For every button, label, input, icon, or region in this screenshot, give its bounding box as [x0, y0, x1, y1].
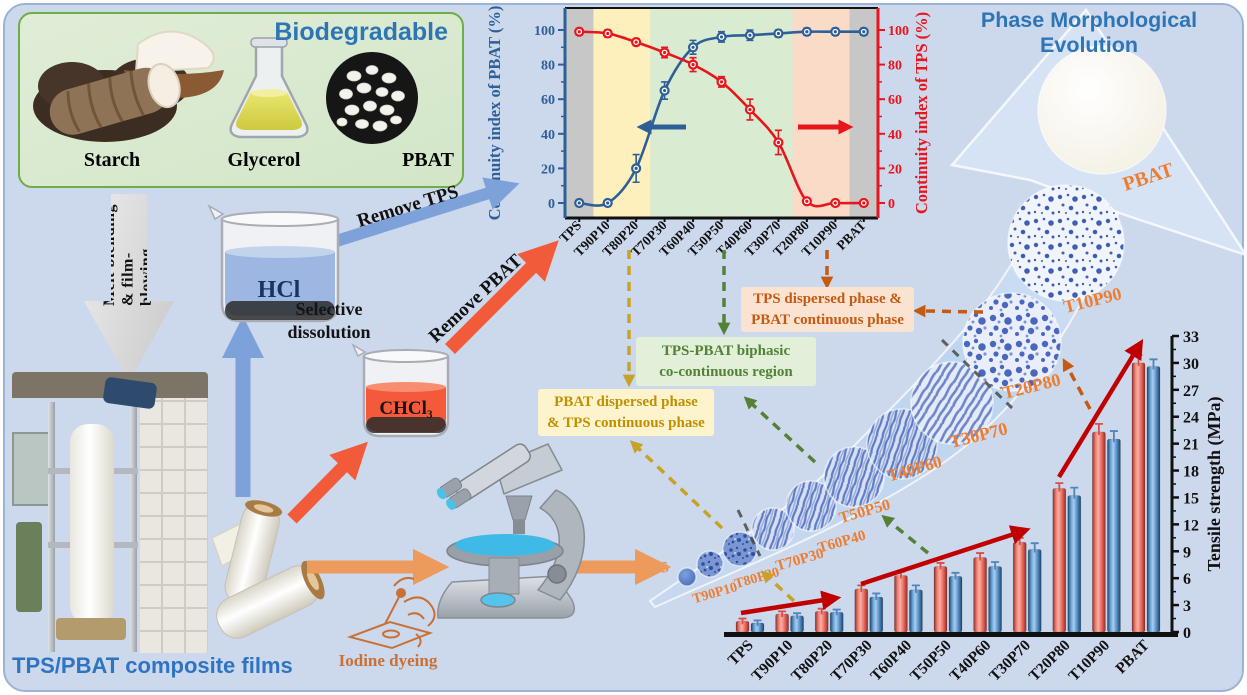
- film-blowing-machine-photo: [12, 372, 208, 653]
- glycerol-label: Glycerol: [228, 149, 301, 171]
- iodine-dyeing-label: Iodine dyeing: [338, 651, 438, 670]
- cocontinuous-line-1: TPS-PBAT biphasic: [661, 342, 791, 359]
- tps-dispersed-line-1: TPS dispersed phase &: [753, 290, 902, 307]
- photo-green-machine: [16, 522, 42, 612]
- pbat-dispersed-line-1: PBAT dispersed phase: [554, 393, 698, 410]
- photo-tile-wall: [140, 398, 208, 653]
- cocontinuous-box: TPS-PBAT biphasic co-continuous region: [636, 337, 816, 386]
- tps-dispersed-line-2: PBAT continuous phase: [751, 311, 904, 328]
- biodegradable-box: Starch Glycerol PBAT Biodegradable: [18, 12, 464, 188]
- tps-dispersed-box: TPS dispersed phase & PBAT continuous ph…: [741, 287, 914, 332]
- selective-line-1: Selective: [295, 299, 363, 319]
- pbat-pellets-image: [326, 52, 418, 144]
- pbat-dispersed-line-2: & TPS continuous phase: [547, 414, 705, 431]
- selective-line-2: dissolution: [287, 321, 371, 342]
- photo-film-bubble: [70, 424, 114, 624]
- films-caption: TPS/PBAT composite films: [12, 653, 293, 678]
- glycerol-flask-image: [229, 37, 309, 139]
- cocontinuous-line-2: co-continuous region: [659, 363, 793, 380]
- photo-frame-bar: [48, 402, 55, 652]
- ingredients-graphics: Starch Glycerol PBAT: [33, 30, 455, 171]
- starch-image: [33, 30, 224, 142]
- selective-dissolution-label: Selective dissolution: [276, 298, 382, 343]
- photo-die: [56, 618, 126, 640]
- photo-frame-bar: [130, 402, 137, 652]
- photo-window: [12, 432, 50, 506]
- pbat-label: PBAT: [402, 149, 455, 171]
- biodegradable-title: Biodegradable: [274, 18, 448, 46]
- pbat-dispersed-box: PBAT dispersed phase & TPS continuous ph…: [538, 389, 714, 436]
- phase-evolution-title: Phase Morphological Evolution: [980, 8, 1198, 57]
- starch-label: Starch: [84, 149, 140, 171]
